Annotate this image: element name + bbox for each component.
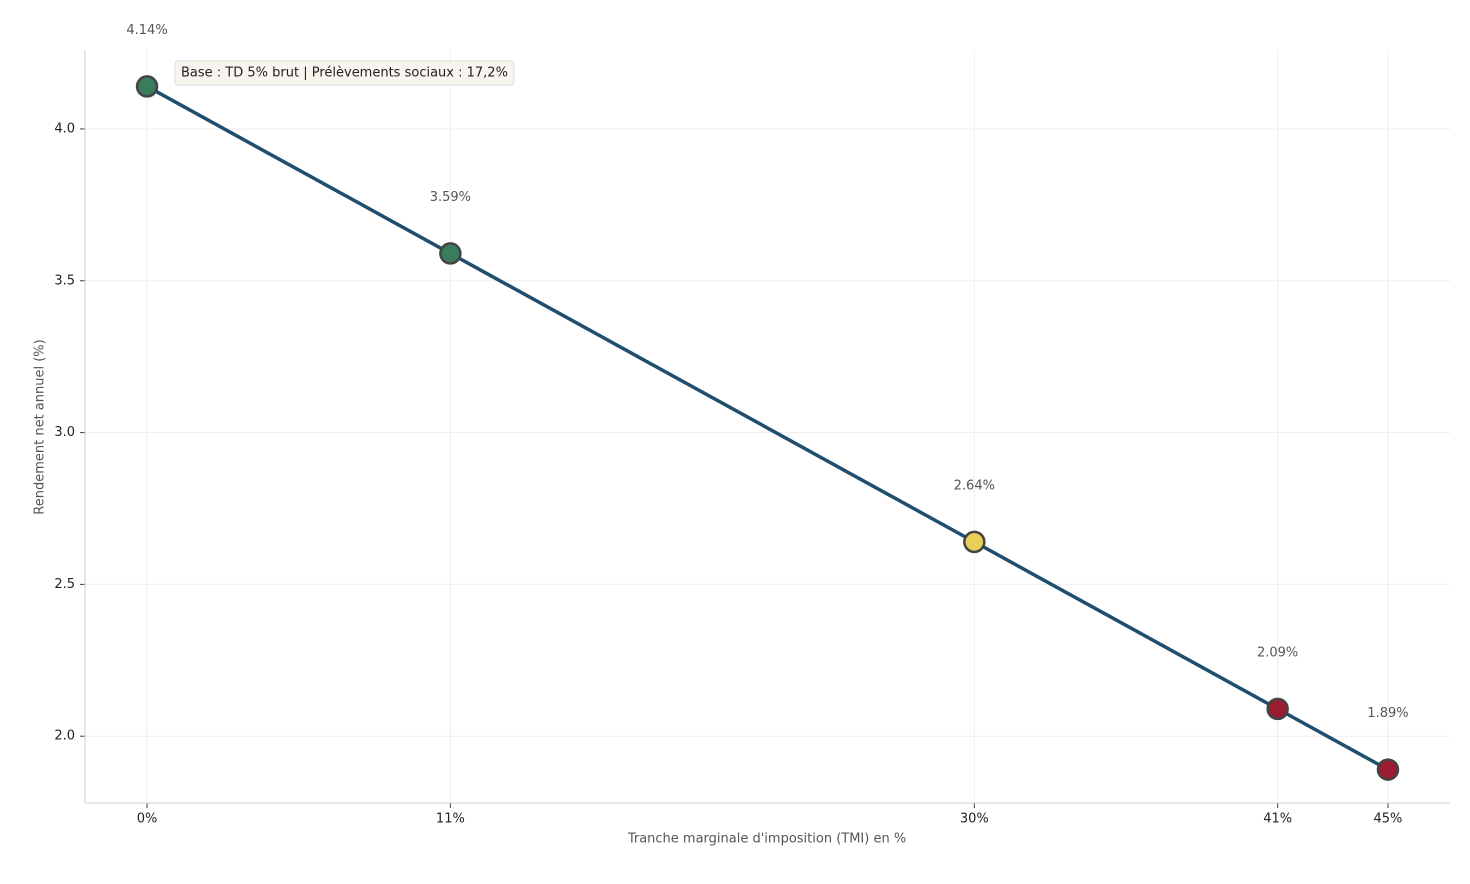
y-tick-label: 2.5 bbox=[54, 577, 75, 592]
data-label: 1.89% bbox=[1367, 706, 1408, 721]
line bbox=[146, 84, 1389, 772]
data-point bbox=[135, 75, 159, 98]
data-point bbox=[1266, 697, 1289, 721]
annotation: Base : TD 5% brut | Prélèvements sociaux… bbox=[174, 60, 515, 86]
y-tick-label: 4.0 bbox=[54, 121, 75, 136]
y-tick-label: 2.0 bbox=[54, 729, 75, 744]
annotation-box bbox=[174, 60, 515, 86]
x-tick-label: 0% bbox=[137, 812, 158, 827]
x-tick-label: 30% bbox=[960, 812, 989, 827]
x-tick-label: 45% bbox=[1374, 812, 1403, 827]
data-label: 3.59% bbox=[430, 190, 471, 205]
x-tick-label: 41% bbox=[1263, 812, 1292, 827]
data-label: 2.09% bbox=[1257, 645, 1298, 660]
data-label: 2.64% bbox=[954, 478, 995, 493]
y-axis-label: Rendement net annuel (%) bbox=[33, 339, 48, 514]
x-tick-label: 11% bbox=[436, 812, 465, 827]
data-label: 4.14% bbox=[126, 23, 167, 38]
annotation-text: Base : TD 5% brut | Prélèvements sociaux… bbox=[181, 66, 508, 81]
x-axis-label: Tranche marginale d'imposition (TMI) en … bbox=[627, 832, 906, 847]
y-tick-label: 3.5 bbox=[54, 273, 75, 288]
data-point bbox=[439, 242, 462, 265]
data-point bbox=[963, 530, 986, 554]
y-tick-label: 3.0 bbox=[54, 425, 75, 440]
data-point bbox=[1376, 758, 1400, 781]
